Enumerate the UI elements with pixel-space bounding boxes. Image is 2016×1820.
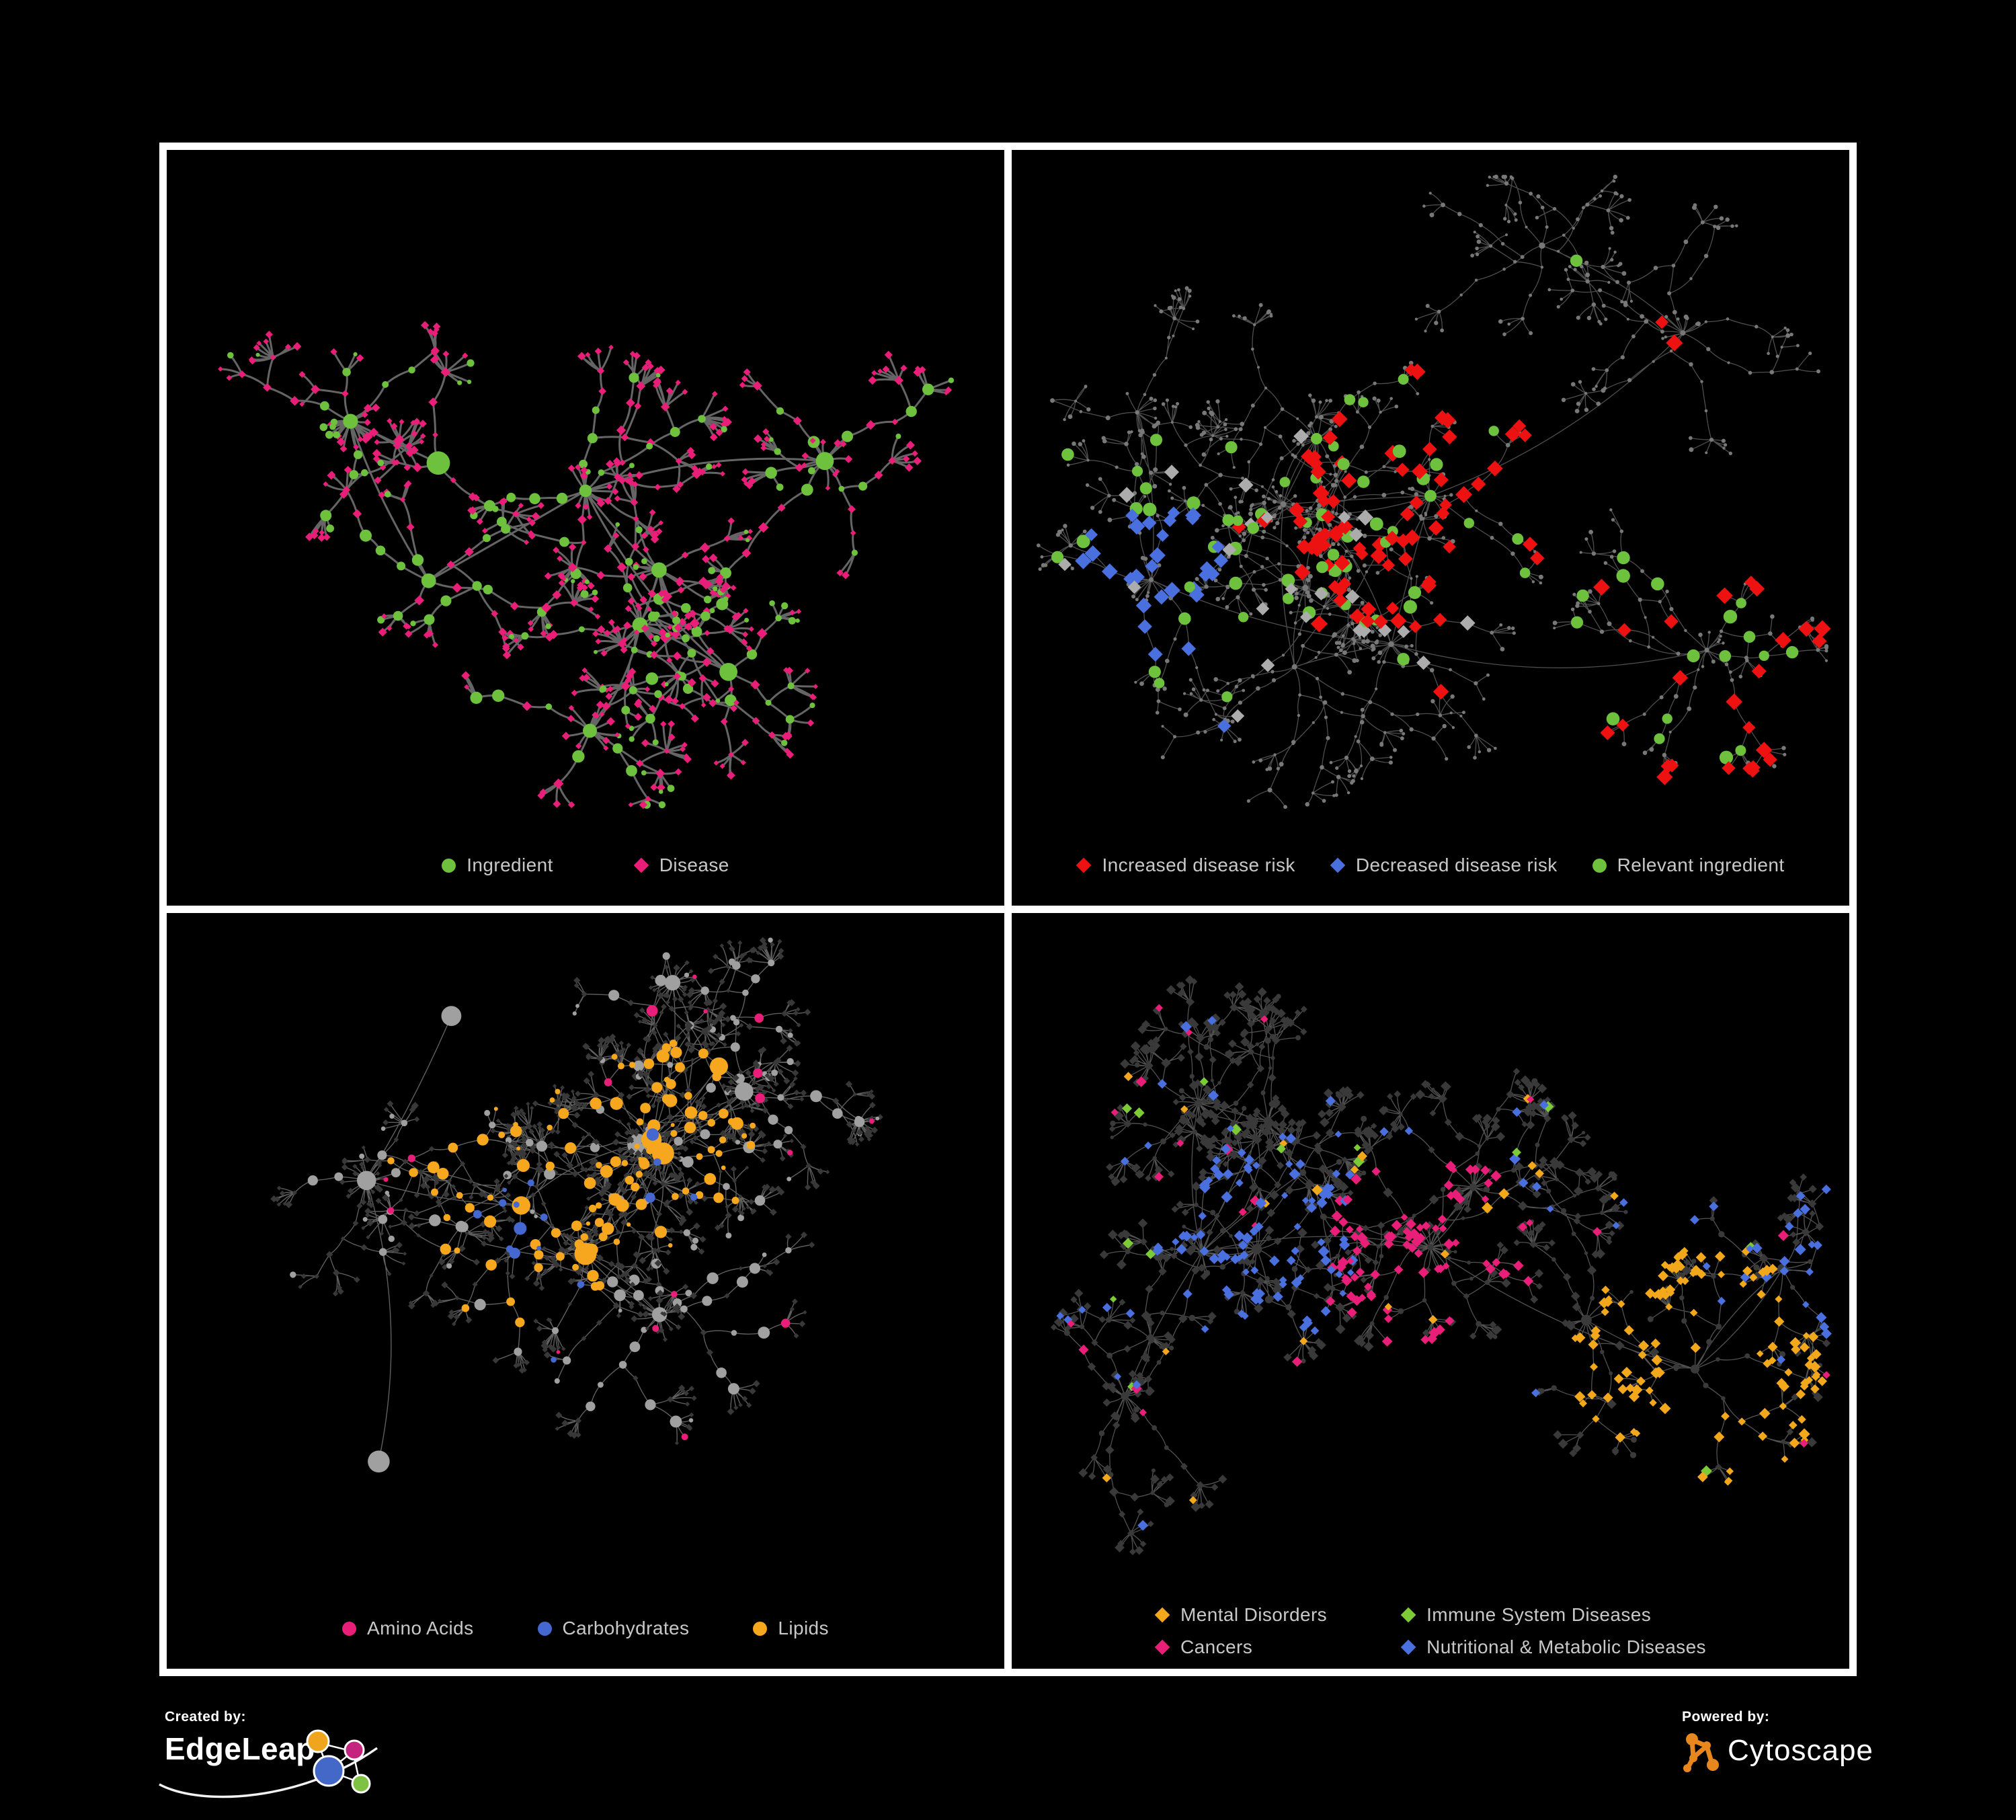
legend-label: Relevant ingredient [1617,855,1785,875]
legend-item: Carbohydrates [537,1618,690,1639]
legend-label: Carbohydrates [562,1618,690,1638]
legend-item: Decreased disease risk [1330,855,1558,876]
legend-item: Cancers [1154,1636,1327,1658]
legend-item: Mental Disorders [1154,1604,1328,1626]
created-by-label: Created by: [165,1709,247,1725]
edgeleap-wordmark: EdgeLeap [165,1731,315,1766]
relevant-ingredient-marker-icon [1592,858,1607,873]
amino-acids-marker-icon [342,1621,357,1636]
legend-item: Ingredient [442,855,553,876]
network-svg-nutrient-classes [270,937,883,1473]
edgeleap-logo: EdgeLeap [159,1729,378,1798]
nutritional-metabolic-marker-icon [1400,1639,1416,1655]
carbohydrates-marker-icon [537,1621,552,1636]
legend-label: Mental Disorders [1180,1604,1328,1625]
ingredient-marker-icon [442,858,456,873]
legend-label: Immune System Diseases [1426,1604,1652,1625]
powered-by-label: Powered by: [1682,1709,1770,1725]
legend-item: Immune System Diseases [1400,1604,1706,1626]
legend-label: Increased disease risk [1102,855,1295,875]
panel-nutrient-classes: Amino Acids Carbohydrates Lipids [167,913,1004,1669]
decreased-risk-marker-icon [1330,857,1346,873]
cytoscape-wordmark: Cytoscape [1728,1734,1873,1767]
legend-disease-classes: Mental Disorders Immune System Diseases … [1154,1604,1706,1658]
legend-label: Nutritional & Metabolic Diseases [1426,1636,1706,1657]
legend-item: Nutritional & Metabolic Diseases [1400,1636,1706,1658]
network-svg-disease-risk [1037,174,1831,809]
disease-marker-icon [633,857,649,873]
legend-label: Ingredient [467,855,553,875]
legend-label: Lipids [778,1618,829,1638]
panel-disease-classes: Mental Disorders Immune System Diseases … [1012,913,1849,1669]
legend-item: Relevant ingredient [1592,855,1785,876]
legend-nutrient-classes: Amino Acids Carbohydrates Lipids [167,1618,1004,1639]
legend-disease-risk: Increased disease risk Decreased disease… [1012,855,1849,876]
legend-item: Disease [633,855,729,876]
panel-grid: Ingredient Disease Increased disease ris… [159,143,1857,1676]
panel-ingredient-disease: Ingredient Disease [167,150,1004,906]
legend-item: Lipids [753,1618,829,1639]
created-by-block: Created by: EdgeLeap [159,1709,378,1798]
increased-risk-marker-icon [1076,857,1092,873]
cancers-marker-icon [1154,1639,1170,1655]
network-svg-ingredient-disease [218,321,955,809]
mental-disorders-marker-icon [1154,1607,1170,1623]
panel-disease-risk: Increased disease risk Decreased disease… [1012,150,1849,906]
cytoscape-logo: Cytoscape [1682,1729,1873,1772]
legend-label: Disease [659,855,729,875]
legend-label: Amino Acids [367,1618,474,1638]
legend-label: Decreased disease risk [1355,855,1558,875]
lipids-marker-icon [753,1621,768,1636]
legend-item: Amino Acids [342,1618,473,1639]
network-svg-disease-classes [1050,975,1832,1556]
immune-diseases-marker-icon [1400,1607,1416,1623]
powered-by-block: Powered by: Cytoscape [1682,1709,1873,1772]
legend-ingredient-disease: Ingredient Disease [167,855,1004,876]
legend-label: Cancers [1180,1636,1253,1657]
legend-item: Increased disease risk [1076,855,1295,876]
cytoscape-logo-icon [1683,1733,1719,1772]
